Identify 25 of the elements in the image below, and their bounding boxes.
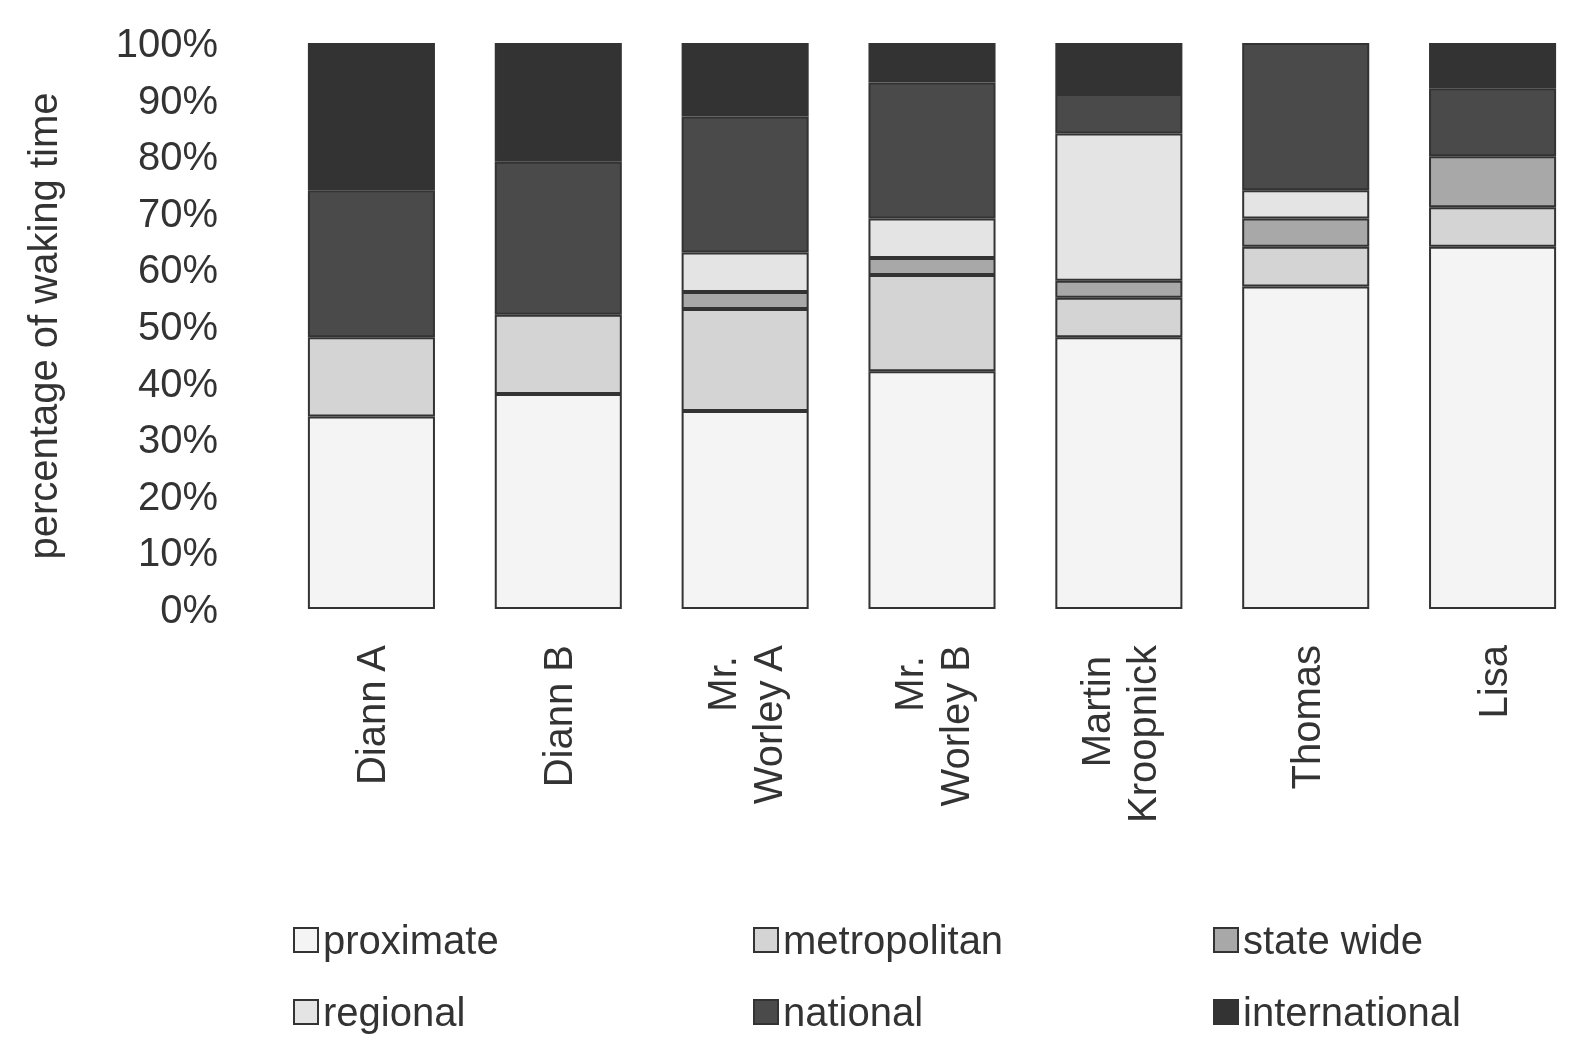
y-tick-label: 0% [160, 587, 218, 631]
y-tick-label: 30% [137, 417, 218, 462]
y-tick-label: 90% [137, 77, 218, 122]
legend-label: international [1243, 990, 1461, 1034]
y-tick-label: 60% [137, 247, 218, 292]
legend-label: state wide [1243, 918, 1424, 962]
x-tick-label: Diann A [349, 644, 394, 786]
x-tick-label: Mr. Worley B [887, 645, 977, 807]
x-tick-label: Mr. Worley A [700, 644, 791, 805]
y-tick-label: 100% [115, 21, 218, 65]
legend-label: regional [323, 990, 466, 1034]
y-tick-label: 40% [137, 360, 218, 405]
y-tick-label: 80% [137, 134, 218, 179]
y-tick-label: 50% [137, 304, 218, 348]
x-tick-label: Thomas [1283, 645, 1328, 790]
y-axis-title: percentage of waking time [21, 92, 65, 560]
x-tick-label: Martin Kroopnick [1073, 644, 1164, 823]
legend-label: metropolitan [783, 918, 1004, 962]
y-tick-label: 20% [137, 473, 218, 518]
legend-label: proximate [323, 918, 499, 962]
x-tick-label: Diann B [536, 645, 581, 788]
legend-label: national [783, 990, 924, 1034]
x-tick-label: Lisa [1470, 644, 1515, 719]
y-tick-label: 10% [137, 530, 218, 575]
y-tick-label: 70% [137, 190, 218, 235]
